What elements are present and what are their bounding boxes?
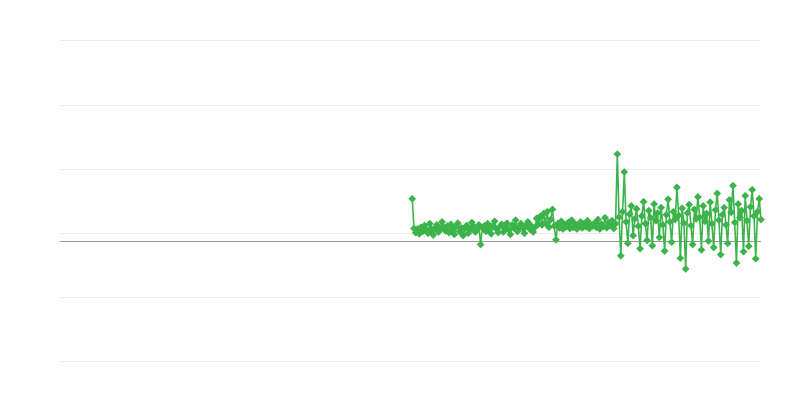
gridlines: [60, 40, 761, 362]
data-series-green: [408, 150, 765, 273]
series-markers-series-1: [408, 150, 765, 273]
